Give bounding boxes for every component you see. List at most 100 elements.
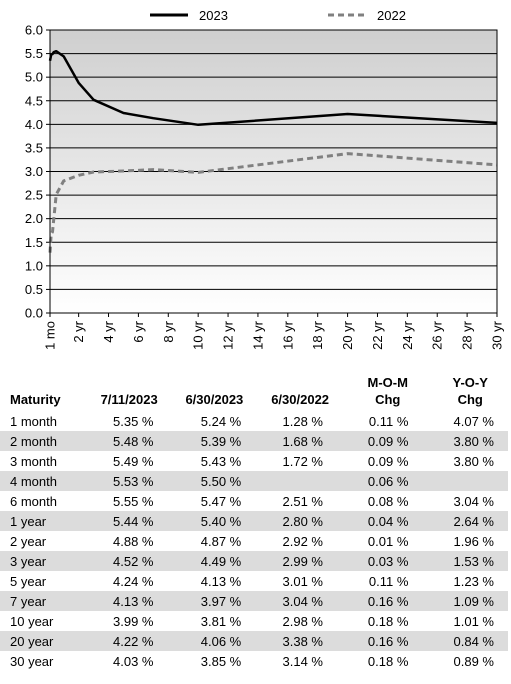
- maturity-cell: 5 year: [10, 573, 47, 589]
- col-header-label: 6/30/2023: [185, 392, 244, 407]
- legend-label-2023: 2023: [199, 8, 228, 23]
- value-cell-yoy: 3.80 %: [432, 431, 508, 451]
- value-cell-yoy: [432, 471, 508, 491]
- value-cell-d1: 4.03 %: [113, 653, 154, 669]
- value-cell-d1: 5.44 %: [86, 511, 172, 531]
- y-tick-label: 4.5: [25, 93, 43, 108]
- x-tick-label: 2 yr: [71, 320, 86, 342]
- table-row: 30 year 4.03 % 3.85 % 3.14 % 0.18 % 0.89 %: [0, 651, 508, 671]
- y-tick-label: 3.0: [25, 164, 43, 179]
- value-cell-d2: 4.49 %: [171, 551, 258, 571]
- x-tick-label: 30 yr: [490, 320, 505, 350]
- y-tick-label: 0.5: [25, 282, 43, 297]
- value-cell-d1: 5.35 %: [113, 413, 154, 429]
- series-line-2022: [48, 152, 498, 253]
- table-row: 10 year 3.99 % 3.81 % 2.98 % 0.18 % 1.01 %: [0, 611, 508, 631]
- value-cell-d2: 4.87 %: [200, 533, 242, 549]
- maturity-cell: 1 year: [0, 511, 87, 531]
- value-cell-mom: 0.11 %: [368, 573, 409, 589]
- value-cell-mom: 0.18 %: [367, 653, 409, 669]
- series-line-2023: [48, 49, 498, 127]
- value-cell-mom: 0.01 %: [367, 533, 409, 549]
- value-cell-d3: 3.14 %: [282, 653, 323, 669]
- value-cell-d1: 4.52 %: [86, 551, 172, 571]
- table-row: 1 month 5.35 % 5.24 % 1.28 % 0.11 % 4.07 %: [0, 411, 508, 431]
- value-cell-d1: 4.88 %: [113, 533, 154, 549]
- maturity-cell: 10 year: [10, 613, 54, 629]
- table-row: 4 month 5.53 % 5.50 % 0.06 %: [0, 471, 508, 491]
- value-cell-d3: 3.01 %: [282, 573, 323, 589]
- value-cell-d3: 2.99 %: [257, 551, 343, 571]
- value-cell-mom: 0.08 %: [367, 493, 409, 509]
- y-tick-label: 0.0: [25, 306, 43, 321]
- value-cell-yoy: 3.04 %: [453, 493, 494, 509]
- value-cell-d1: 4.13 %: [86, 591, 172, 611]
- value-cell-d2: 5.43 %: [200, 453, 242, 469]
- value-cell-yoy: 1.53 %: [432, 551, 508, 571]
- value-cell-yoy: 0.89 %: [453, 653, 494, 669]
- maturity-cell: 4 month: [0, 471, 87, 491]
- maturity-cell: 3 month: [10, 453, 57, 469]
- value-cell-yoy: 3.80 %: [453, 453, 494, 469]
- y-tick-label: 3.5: [25, 140, 43, 155]
- x-tick-label: 16 yr: [280, 320, 295, 350]
- value-cell-d3: 2.98 %: [282, 613, 323, 629]
- legend: 2023 2022: [150, 8, 406, 23]
- y-tick-label: 2.5: [25, 188, 43, 203]
- x-tick-label: 14 yr: [250, 320, 265, 350]
- table-row: 5 year 4.24 % 4.13 % 3.01 % 0.11 % 1.23 %: [0, 571, 508, 591]
- table-row: 3 month 5.49 % 5.43 % 1.72 % 0.09 % 3.80 %: [0, 451, 508, 471]
- x-tick-label: 6 yr: [131, 320, 146, 342]
- value-cell-d3: 1.28 %: [282, 413, 323, 429]
- value-cell-yoy: 1.09 %: [432, 591, 508, 611]
- col-header-label: 6/30/2022: [271, 392, 330, 407]
- legend-label-2022: 2022: [377, 8, 406, 23]
- value-cell-d2: 5.24 %: [200, 413, 242, 429]
- y-tick-label: 1.5: [25, 235, 43, 250]
- value-cell-mom: 0.06 %: [343, 471, 433, 491]
- value-cell-d2: 3.81 %: [200, 613, 242, 629]
- value-cell-yoy: 4.07 %: [453, 413, 494, 429]
- value-cell-mom: 0.09 %: [367, 453, 409, 469]
- value-cell-d2: 5.40 %: [171, 511, 258, 531]
- table-row: 2 month 5.48 % 5.39 % 1.68 % 0.09 % 3.80 %: [0, 431, 508, 451]
- value-cell-mom: 0.03 %: [343, 551, 433, 571]
- value-cell-yoy: 1.23 %: [453, 573, 494, 589]
- value-cell-d3: 3.04 %: [257, 591, 343, 611]
- value-cell-d2: 5.50 %: [171, 471, 258, 491]
- table-header-row: Maturity 7/11/2023 6/30/2023 6/30/2022 M-O-M…: [0, 374, 508, 411]
- col-header-label: M-O-M Chg: [367, 375, 408, 407]
- y-tick-label: 4.0: [25, 117, 43, 132]
- value-cell-d3: 1.72 %: [282, 453, 323, 469]
- value-cell-d1: 4.22 %: [86, 631, 172, 651]
- value-cell-mom: 0.04 %: [343, 511, 433, 531]
- x-tick-label: 1 mo: [43, 321, 58, 350]
- yield-table: Maturity 7/11/2023 6/30/2023 6/30/2022 M-O-M…: [0, 374, 508, 671]
- value-cell-d1: 5.55 %: [113, 493, 154, 509]
- x-tick-label: 28 yr: [460, 320, 475, 350]
- series-lines: [48, 49, 498, 253]
- col-header-d2: 6/30/2023: [172, 374, 258, 411]
- col-header-maturity: Maturity: [0, 374, 87, 411]
- value-cell-d3: [257, 471, 343, 491]
- y-tick-label: 2.0: [25, 211, 43, 226]
- value-cell-d2: 5.47 %: [200, 493, 242, 509]
- x-tick-label: 24 yr: [400, 320, 415, 350]
- y-tick-label: 1.0: [25, 258, 43, 273]
- x-tick-label: 10 yr: [191, 320, 206, 350]
- value-cell-d2: 3.85 %: [200, 653, 242, 669]
- value-cell-d1: 5.53 %: [86, 471, 172, 491]
- table-row: 20 year 4.22 % 4.06 % 3.38 % 0.16 % 0.84 %: [0, 631, 508, 651]
- table-row: 3 year 4.52 % 4.49 % 2.99 % 0.03 % 1.53 %: [0, 551, 508, 571]
- col-header-label: Y-O-Y Chg: [452, 375, 488, 407]
- yield-curve-chart: 2023 2022 0.0 0.5 1.0 1.5 2.0 2.5 3.0 3.5 4.0 4.5…: [25, 8, 505, 350]
- x-tick-label: 8 yr: [161, 320, 176, 342]
- table-row: 2 year 4.88 % 4.87 % 2.92 % 0.01 % 1.96 %: [0, 531, 508, 551]
- x-tick-label: 22 yr: [370, 320, 385, 350]
- value-cell-d1: 3.99 %: [113, 613, 154, 629]
- value-cell-mom: 0.16 %: [343, 631, 433, 651]
- col-header-mom: M-O-M Chg: [343, 374, 432, 411]
- x-axis-ticks: 1 mo 2 yr 4 yr 6 yr 8 yr 10 yr 12 yr 14 yr 16 yr…: [43, 313, 505, 350]
- value-cell-d3: 3.38 %: [257, 631, 343, 651]
- maturity-cell: 2 year: [10, 533, 47, 549]
